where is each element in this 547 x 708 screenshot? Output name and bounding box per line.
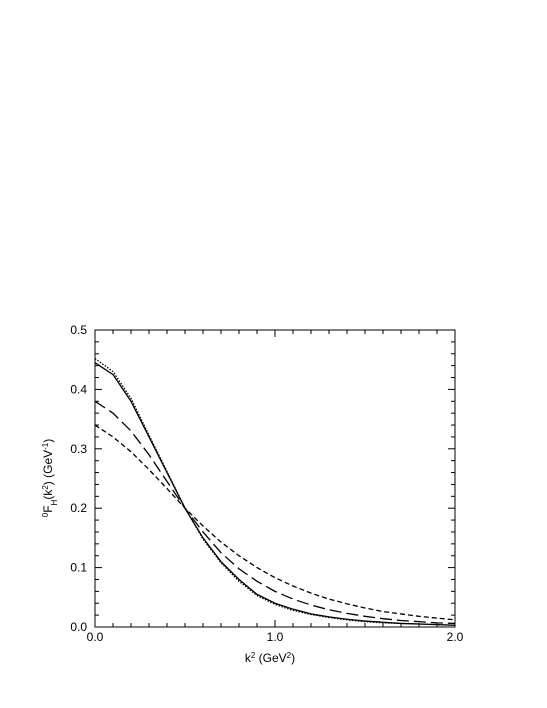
y-tick-label: 0.5	[70, 323, 87, 337]
line-series	[94, 357, 456, 626]
y-tick-label: 0.3	[70, 442, 87, 456]
label-part: -1	[41, 442, 50, 450]
label-part: 2	[287, 651, 292, 660]
label-part: 0	[41, 512, 50, 517]
label-part: F	[41, 505, 55, 512]
label-part: H	[50, 499, 59, 505]
label-part: )	[41, 439, 55, 443]
label-part: (k	[41, 489, 55, 500]
y-tick-label: 0.0	[70, 620, 87, 634]
x-tick-label: 2.0	[447, 630, 464, 644]
label-part: )	[291, 651, 295, 665]
label-part: 2	[251, 651, 256, 660]
label-part: 2	[41, 485, 50, 490]
y-axis-label: 0FH(k2) (GeV-1)	[41, 439, 59, 518]
y-tick-label: 0.1	[70, 561, 87, 575]
label-part: k	[245, 651, 252, 665]
label-part: ) (GeV	[41, 450, 55, 485]
x-tick-label: 0.0	[87, 630, 104, 644]
x-tick-label: 1.0	[267, 630, 284, 644]
line-series	[94, 424, 456, 621]
line-series	[94, 362, 456, 626]
y-tick-label: 0.2	[70, 501, 87, 515]
x-axis-label: k2 (GeV2)	[245, 651, 295, 666]
line-series	[94, 400, 456, 625]
plot-frame	[94, 329, 456, 628]
y-tick-label: 0.4	[70, 382, 87, 396]
label-part: (GeV	[255, 651, 286, 665]
